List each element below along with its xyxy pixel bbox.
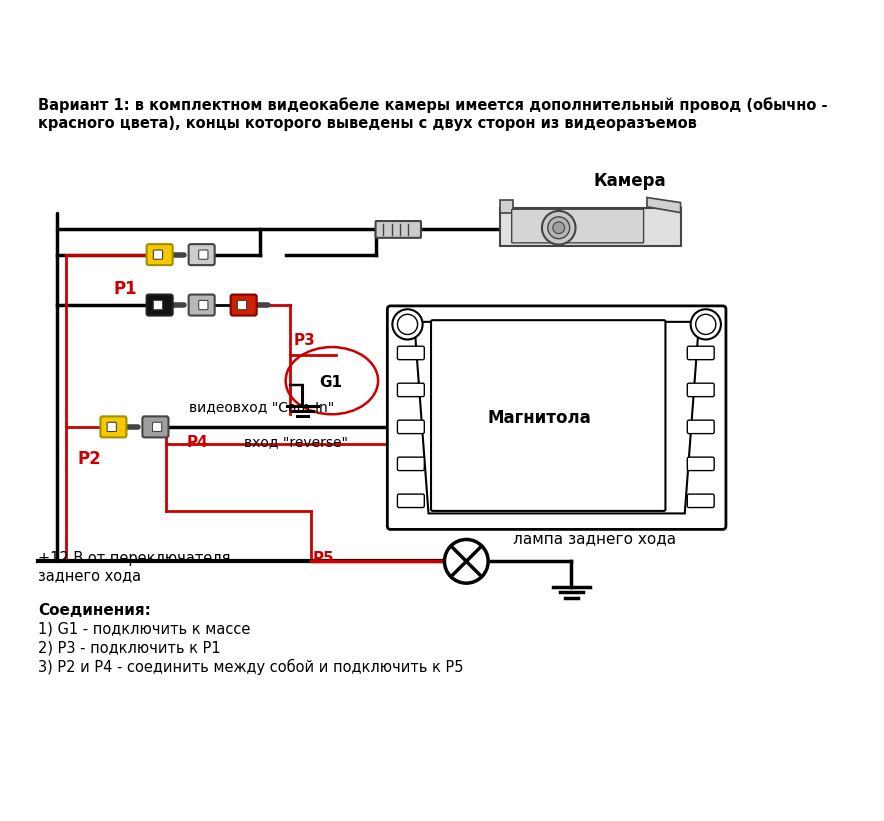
FancyBboxPatch shape	[153, 300, 163, 310]
FancyBboxPatch shape	[107, 422, 117, 432]
FancyBboxPatch shape	[512, 209, 644, 243]
FancyBboxPatch shape	[199, 300, 208, 310]
FancyBboxPatch shape	[153, 250, 163, 259]
FancyBboxPatch shape	[687, 494, 714, 507]
FancyBboxPatch shape	[398, 383, 424, 397]
FancyBboxPatch shape	[153, 422, 162, 432]
FancyBboxPatch shape	[398, 420, 424, 433]
FancyBboxPatch shape	[147, 244, 172, 265]
Text: +12 В от переключателя: +12 В от переключателя	[38, 551, 231, 566]
FancyBboxPatch shape	[687, 346, 714, 360]
Text: P1: P1	[113, 280, 137, 298]
FancyBboxPatch shape	[398, 494, 424, 507]
Circle shape	[542, 211, 575, 245]
Text: вход "reverse": вход "reverse"	[244, 435, 347, 449]
FancyBboxPatch shape	[101, 416, 126, 438]
Text: G1: G1	[319, 375, 342, 390]
FancyBboxPatch shape	[188, 244, 215, 265]
FancyBboxPatch shape	[398, 346, 424, 360]
Text: Магнитола: Магнитола	[488, 409, 591, 427]
Text: P3: P3	[294, 333, 316, 348]
FancyBboxPatch shape	[687, 420, 714, 433]
Text: лампа заднего хода: лампа заднего хода	[513, 531, 675, 546]
FancyBboxPatch shape	[387, 306, 726, 530]
FancyBboxPatch shape	[687, 457, 714, 470]
FancyBboxPatch shape	[142, 416, 169, 438]
Text: Вариант 1: в комплектном видеокабеле камеры имеется дополнительный провод (обычн: Вариант 1: в комплектном видеокабеле кам…	[38, 98, 827, 131]
Text: P5: P5	[313, 551, 334, 566]
Text: 2) Р3 - подключить к Р1: 2) Р3 - подключить к Р1	[38, 640, 220, 655]
Text: P2: P2	[77, 451, 101, 469]
Circle shape	[392, 310, 423, 340]
Circle shape	[552, 222, 565, 234]
Polygon shape	[647, 198, 681, 213]
Polygon shape	[415, 322, 699, 513]
Text: заднего хода: заднего хода	[38, 568, 141, 583]
Polygon shape	[500, 209, 681, 246]
FancyBboxPatch shape	[238, 300, 247, 310]
FancyBboxPatch shape	[199, 250, 208, 259]
Text: видеовход "Cam-In": видеовход "Cam-In"	[189, 401, 334, 415]
FancyBboxPatch shape	[231, 295, 256, 315]
Text: 1) G1 - подключить к массе: 1) G1 - подключить к массе	[38, 621, 250, 637]
FancyBboxPatch shape	[431, 320, 666, 511]
Text: Соединения:: Соединения:	[38, 603, 150, 618]
Circle shape	[696, 314, 716, 334]
Circle shape	[398, 314, 417, 334]
Circle shape	[548, 217, 569, 239]
FancyBboxPatch shape	[147, 295, 172, 315]
FancyBboxPatch shape	[398, 457, 424, 470]
Text: 3) Р2 и Р4 - соединить между собой и подключить к Р5: 3) Р2 и Р4 - соединить между собой и под…	[38, 658, 463, 675]
FancyBboxPatch shape	[376, 221, 421, 238]
Circle shape	[445, 539, 488, 583]
Text: P4: P4	[187, 435, 209, 450]
Text: Камера: Камера	[594, 172, 667, 190]
Polygon shape	[500, 200, 513, 213]
Circle shape	[690, 310, 720, 340]
FancyBboxPatch shape	[188, 295, 215, 315]
FancyBboxPatch shape	[687, 383, 714, 397]
